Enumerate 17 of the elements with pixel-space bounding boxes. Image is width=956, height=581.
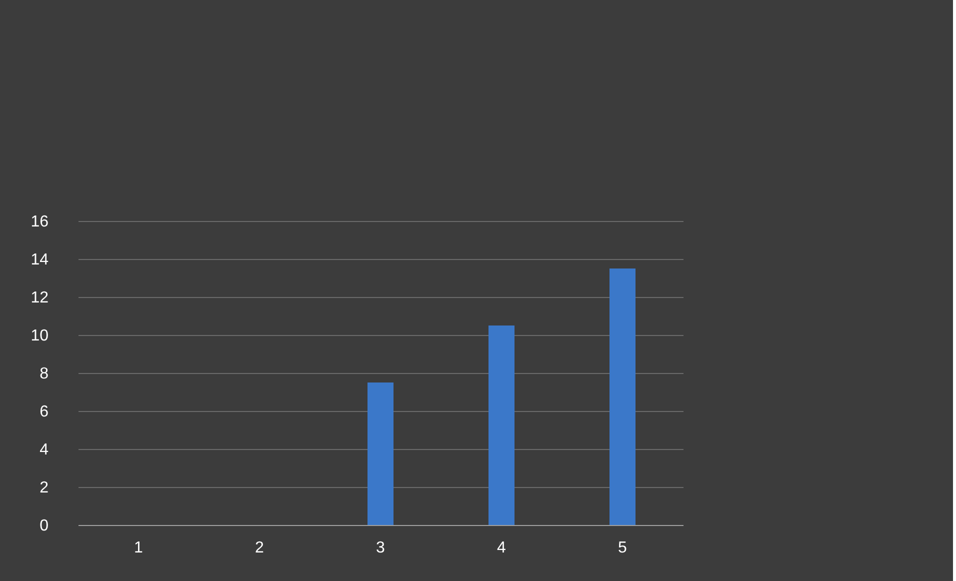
y-tick-label: 4 <box>40 442 49 458</box>
y-tick-label: 14 <box>30 252 49 268</box>
y-tick-label: 10 <box>30 328 49 344</box>
y-tick-label: 16 <box>30 214 49 230</box>
y-tick-label: 8 <box>40 366 49 382</box>
x-tick-label: 5 <box>618 540 628 556</box>
y-tick-label: 2 <box>40 480 49 496</box>
x-tick-label: 2 <box>255 540 264 556</box>
bar <box>488 326 514 525</box>
x-tick-label: 3 <box>376 540 386 556</box>
x-tick-label: 1 <box>134 540 144 556</box>
y-tick-label: 6 <box>40 404 49 420</box>
y-tick-label: 12 <box>30 290 49 306</box>
x-tick-label: 4 <box>497 540 506 556</box>
bar <box>368 382 394 525</box>
y-tick-label: 0 <box>40 518 49 534</box>
bar <box>610 268 636 525</box>
